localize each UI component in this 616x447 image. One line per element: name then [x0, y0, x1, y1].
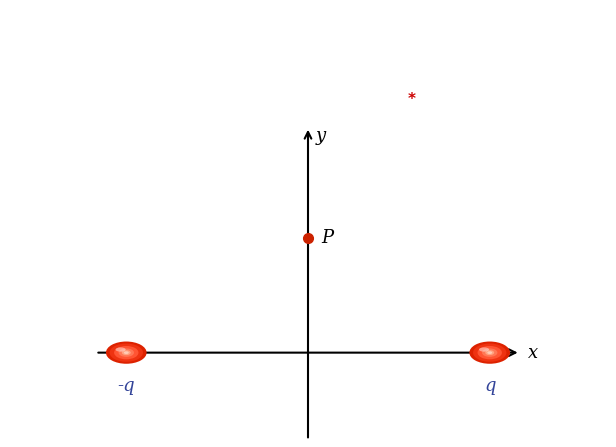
Text: q: q	[484, 377, 495, 395]
Ellipse shape	[114, 346, 139, 359]
Ellipse shape	[110, 344, 143, 362]
Ellipse shape	[473, 344, 506, 362]
Ellipse shape	[122, 350, 131, 355]
Ellipse shape	[479, 347, 489, 352]
Ellipse shape	[118, 348, 134, 357]
Ellipse shape	[124, 351, 129, 354]
Ellipse shape	[106, 342, 147, 364]
Ellipse shape	[116, 347, 126, 352]
Text: *: *	[408, 92, 416, 107]
Text: P: P	[322, 229, 334, 247]
Text: The figure below shows two charged particles on an x axis: -q = -3.20 x 10^-19 C: The figure below shows two charged parti…	[5, 3, 616, 76]
Ellipse shape	[487, 351, 492, 354]
Ellipse shape	[469, 342, 510, 364]
Ellipse shape	[482, 348, 498, 357]
Ellipse shape	[485, 350, 494, 355]
Text: y: y	[316, 127, 326, 145]
Text: x: x	[528, 344, 538, 362]
Ellipse shape	[477, 346, 502, 359]
Text: -q: -q	[118, 377, 135, 395]
